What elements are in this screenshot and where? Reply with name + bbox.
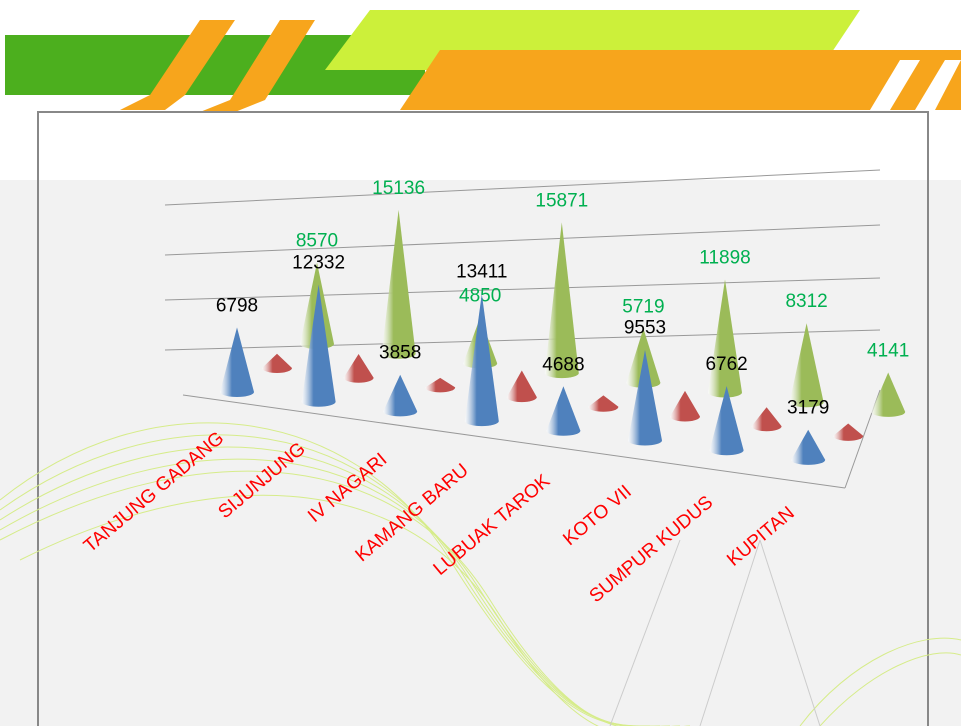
value-label: 8570 bbox=[296, 231, 338, 252]
value-label: 4850 bbox=[459, 285, 501, 306]
cone bbox=[343, 353, 374, 383]
decoration bbox=[0, 422, 961, 726]
cone bbox=[506, 370, 537, 403]
cone bbox=[301, 284, 336, 407]
cone bbox=[425, 377, 456, 393]
value-label: 6762 bbox=[705, 354, 747, 375]
cone bbox=[220, 327, 254, 397]
cone bbox=[464, 293, 499, 427]
cone bbox=[670, 390, 700, 422]
value-label: 15136 bbox=[372, 178, 425, 199]
cone bbox=[383, 374, 418, 417]
cone bbox=[588, 395, 619, 412]
value-label: 9553 bbox=[624, 318, 666, 339]
cone bbox=[381, 209, 416, 359]
cone bbox=[791, 429, 826, 465]
value-label: 6798 bbox=[216, 295, 258, 316]
cone bbox=[708, 279, 742, 398]
banner bbox=[5, 10, 961, 112]
cone bbox=[262, 353, 292, 373]
panel-top bbox=[39, 113, 927, 180]
value-label: 15871 bbox=[535, 190, 588, 211]
cone bbox=[833, 423, 864, 441]
value-label: 13411 bbox=[456, 262, 507, 283]
value-label: 3179 bbox=[787, 398, 829, 419]
cone bbox=[628, 349, 662, 446]
value-label: 11898 bbox=[699, 247, 750, 268]
cone bbox=[544, 222, 579, 379]
value-label: 4688 bbox=[542, 354, 584, 375]
cone bbox=[709, 385, 744, 456]
cone bbox=[546, 386, 581, 436]
value-label: 4141 bbox=[867, 341, 909, 362]
cone bbox=[751, 407, 782, 432]
cone bbox=[626, 328, 661, 388]
value-label: 8312 bbox=[785, 291, 827, 312]
cone bbox=[789, 323, 824, 408]
value-label: 5719 bbox=[622, 296, 664, 317]
value-label: 12332 bbox=[292, 253, 345, 274]
panel bbox=[37, 111, 929, 726]
value-label: 3858 bbox=[379, 343, 421, 364]
cone bbox=[871, 372, 906, 417]
chart-frame bbox=[164, 169, 881, 489]
